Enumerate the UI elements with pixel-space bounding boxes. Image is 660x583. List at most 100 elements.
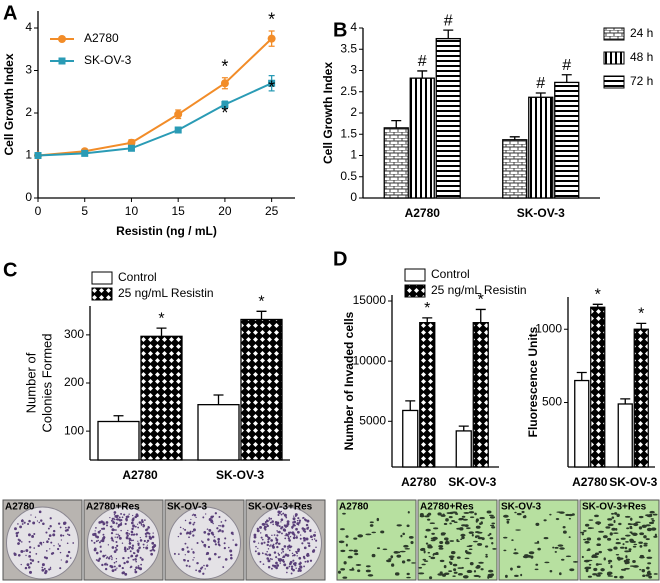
cell [337, 570, 341, 574]
colony [213, 540, 217, 543]
colony [301, 542, 304, 545]
colony [290, 565, 294, 568]
colony [288, 533, 291, 535]
legend-item: 24 h [603, 26, 653, 41]
cell [613, 532, 619, 534]
y-tick-label: 0 [350, 190, 357, 204]
colony [282, 558, 285, 561]
y-tick-label: 0 [25, 190, 32, 204]
colony [297, 570, 300, 573]
cell [514, 574, 519, 578]
colony [283, 513, 287, 517]
cell [357, 534, 364, 538]
colony [19, 525, 22, 529]
x-tick-label: SK-OV-3 [216, 468, 264, 482]
bar [554, 81, 580, 199]
cell [585, 568, 589, 573]
colony [103, 563, 107, 566]
colony [274, 521, 278, 524]
colony [283, 563, 287, 567]
colony [288, 539, 291, 542]
colony [204, 568, 206, 570]
cell [425, 542, 429, 545]
colony [218, 525, 220, 527]
cell [606, 537, 612, 541]
colony [37, 560, 40, 563]
legend-label: 72 h [630, 74, 653, 88]
colony [187, 559, 190, 562]
cell [487, 575, 493, 578]
cell [645, 574, 650, 577]
image-label: SK-OV-3+Res [582, 502, 647, 513]
colony [230, 556, 233, 560]
cell [489, 537, 494, 540]
cell [468, 511, 475, 514]
cell [355, 563, 362, 566]
legend-item: 72 h [603, 74, 653, 89]
colony [311, 538, 314, 541]
legend-item: 25 ng/mL Resistin [404, 283, 527, 298]
colony [110, 519, 113, 522]
colony [114, 536, 116, 538]
colony [203, 531, 207, 534]
point [127, 144, 135, 152]
colony [301, 517, 304, 519]
bar [409, 77, 435, 199]
colony [218, 515, 221, 518]
point [221, 101, 229, 108]
cell [543, 537, 549, 540]
cell [586, 559, 593, 562]
colony [49, 568, 52, 570]
point [268, 79, 276, 87]
legend-item: Control [404, 267, 470, 282]
bar [455, 430, 472, 468]
colony [278, 525, 281, 528]
colony [101, 538, 103, 541]
cell [453, 521, 458, 524]
colony [295, 527, 298, 531]
colony [281, 547, 284, 551]
colony [140, 563, 143, 566]
cell [573, 561, 578, 563]
cell [427, 512, 432, 516]
cell [562, 525, 566, 529]
colony [303, 546, 307, 550]
cell [427, 545, 433, 549]
colony [130, 533, 133, 536]
cell [647, 562, 652, 565]
colony [276, 534, 279, 537]
colony [146, 539, 150, 542]
cell [586, 566, 592, 570]
colony [292, 517, 296, 521]
cell [461, 515, 466, 518]
y-tick-label: 2.5 [340, 84, 357, 98]
colony [268, 517, 271, 520]
cell [619, 575, 624, 579]
cell [629, 538, 634, 542]
cell [365, 533, 372, 536]
cell [437, 512, 442, 516]
line [37, 82, 273, 157]
colony [17, 531, 20, 534]
cell [503, 514, 509, 518]
colony [296, 535, 298, 537]
colony [132, 514, 134, 517]
colony [202, 572, 205, 575]
y-tick-label: 2 [25, 105, 32, 119]
cell [393, 551, 399, 554]
cell [342, 576, 348, 579]
colony [111, 539, 114, 542]
colony [135, 513, 139, 517]
colony [257, 542, 260, 544]
x-tick-label: 5 [81, 204, 88, 218]
colony [270, 517, 273, 520]
colony [190, 518, 192, 521]
colony [196, 542, 199, 545]
colony [294, 513, 298, 517]
colony [273, 564, 277, 568]
colony [260, 542, 264, 545]
error-bar [620, 398, 631, 404]
colony [120, 529, 122, 532]
colony [14, 527, 17, 531]
y-tick-label: 3 [350, 63, 357, 77]
